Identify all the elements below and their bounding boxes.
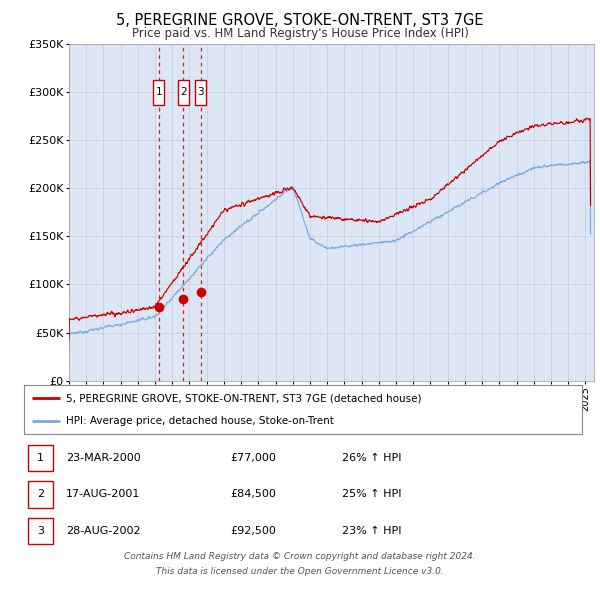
Text: £92,500: £92,500 [230,526,277,536]
Text: 2: 2 [180,87,187,97]
Text: £84,500: £84,500 [230,490,277,499]
Text: 23% ↑ HPI: 23% ↑ HPI [342,526,401,536]
FancyBboxPatch shape [28,445,53,471]
Text: 1: 1 [155,87,162,97]
FancyBboxPatch shape [178,80,188,105]
Text: Price paid vs. HM Land Registry's House Price Index (HPI): Price paid vs. HM Land Registry's House … [131,27,469,40]
Text: 28-AUG-2002: 28-AUG-2002 [66,526,140,536]
Text: 23-MAR-2000: 23-MAR-2000 [66,453,140,463]
FancyBboxPatch shape [154,80,164,105]
Text: 2: 2 [37,490,44,499]
Text: This data is licensed under the Open Government Licence v3.0.: This data is licensed under the Open Gov… [156,567,444,576]
Text: 3: 3 [197,87,204,97]
FancyBboxPatch shape [28,518,53,544]
Text: 25% ↑ HPI: 25% ↑ HPI [342,490,401,499]
Text: HPI: Average price, detached house, Stoke-on-Trent: HPI: Average price, detached house, Stok… [66,415,334,425]
Text: 5, PEREGRINE GROVE, STOKE-ON-TRENT, ST3 7GE: 5, PEREGRINE GROVE, STOKE-ON-TRENT, ST3 … [116,13,484,28]
Text: 3: 3 [37,526,44,536]
Text: 26% ↑ HPI: 26% ↑ HPI [342,453,401,463]
Text: 17-AUG-2001: 17-AUG-2001 [66,490,140,499]
FancyBboxPatch shape [28,481,53,507]
Text: 5, PEREGRINE GROVE, STOKE-ON-TRENT, ST3 7GE (detached house): 5, PEREGRINE GROVE, STOKE-ON-TRENT, ST3 … [66,394,421,404]
FancyBboxPatch shape [196,80,206,105]
Text: 1: 1 [37,453,44,463]
Text: £77,000: £77,000 [230,453,277,463]
Text: Contains HM Land Registry data © Crown copyright and database right 2024.: Contains HM Land Registry data © Crown c… [124,552,476,561]
